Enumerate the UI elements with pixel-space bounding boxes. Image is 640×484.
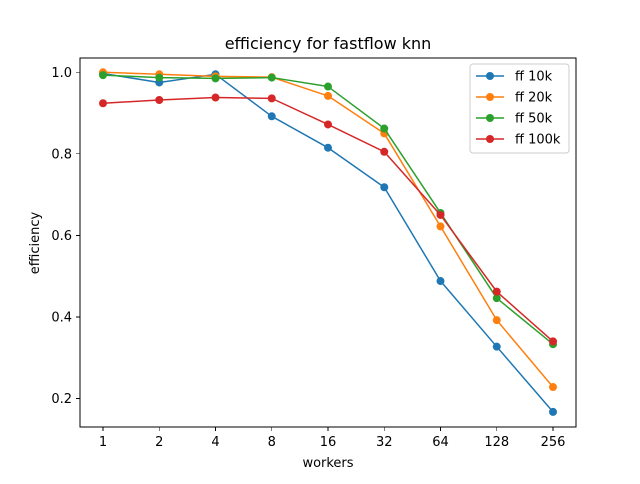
data-point	[211, 74, 220, 83]
plot-area: 1 2 4 8 16 32 64 128 256 0.2 0.4 0.6 0.8 1.0	[51, 57, 577, 450]
legend-label: ff 100k	[515, 133, 561, 148]
y-tick-label: 1.0	[51, 66, 72, 81]
data-point	[436, 210, 445, 219]
x-tick-label: 256	[541, 435, 566, 450]
legend: ff 10k ff 20k ff 50k ff 100k	[469, 63, 570, 154]
data-point	[99, 99, 107, 108]
x-axis: 1 2 4 8 16 32 64 128 256	[99, 427, 566, 450]
x-tick-label: 2	[155, 435, 163, 450]
data-point	[267, 112, 276, 121]
data-point	[155, 95, 164, 104]
x-tick-label: 16	[320, 435, 337, 450]
data-point	[380, 147, 389, 156]
legend-entry: ff 20k	[476, 91, 553, 106]
series-ff-50k	[99, 71, 557, 349]
data-point	[549, 407, 557, 416]
data-point	[267, 94, 276, 103]
y-axis-title: efficiency	[28, 211, 43, 274]
series-layer	[99, 68, 557, 416]
legend-label: ff 20k	[515, 91, 553, 106]
data-point	[155, 73, 164, 82]
chart-title: efficiency for fastflow knn	[225, 34, 432, 53]
x-tick-label: 8	[268, 435, 276, 450]
y-tick-label: 0.2	[51, 392, 72, 407]
x-axis-title: workers	[302, 456, 353, 471]
legend-frame	[469, 63, 570, 154]
x-tick-label: 4	[211, 435, 219, 450]
data-point	[436, 277, 445, 286]
data-point	[380, 124, 389, 133]
legend-swatch-marker	[486, 135, 494, 143]
y-tick-label: 0.4	[51, 310, 72, 325]
data-point	[211, 93, 220, 102]
y-tick-label: 0.8	[51, 147, 72, 162]
data-point	[324, 143, 332, 152]
legend-entry: ff 10k	[476, 70, 553, 85]
data-point	[324, 91, 332, 100]
data-point	[492, 287, 501, 296]
x-tick-label: 1	[99, 435, 107, 450]
data-point	[492, 294, 501, 303]
series-ff-100k	[99, 93, 557, 346]
data-point	[324, 120, 332, 129]
data-point	[99, 71, 107, 80]
legend-entries: ff 10k ff 20k ff 50k ff 100k	[476, 70, 561, 148]
data-point	[549, 337, 557, 346]
legend-label: ff 50k	[515, 112, 553, 127]
y-axis: 0.2 0.4 0.6 0.8 1.0	[51, 66, 80, 407]
legend-swatch-marker	[486, 93, 494, 101]
data-point	[549, 383, 557, 392]
x-tick-label: 64	[432, 435, 449, 450]
legend-swatch-marker	[486, 72, 494, 80]
data-point	[492, 342, 501, 351]
legend-entry: ff 100k	[476, 133, 561, 148]
data-point	[380, 183, 389, 192]
legend-label: ff 10k	[515, 70, 553, 85]
y-tick-label: 0.6	[51, 229, 72, 244]
data-point	[492, 316, 501, 325]
data-point	[267, 73, 276, 82]
data-point	[436, 222, 445, 231]
legend-entry: ff 50k	[476, 112, 553, 127]
x-tick-label: 128	[484, 435, 509, 450]
x-tick-label: 32	[376, 435, 393, 450]
legend-swatch-marker	[486, 114, 494, 122]
data-point	[324, 82, 332, 91]
